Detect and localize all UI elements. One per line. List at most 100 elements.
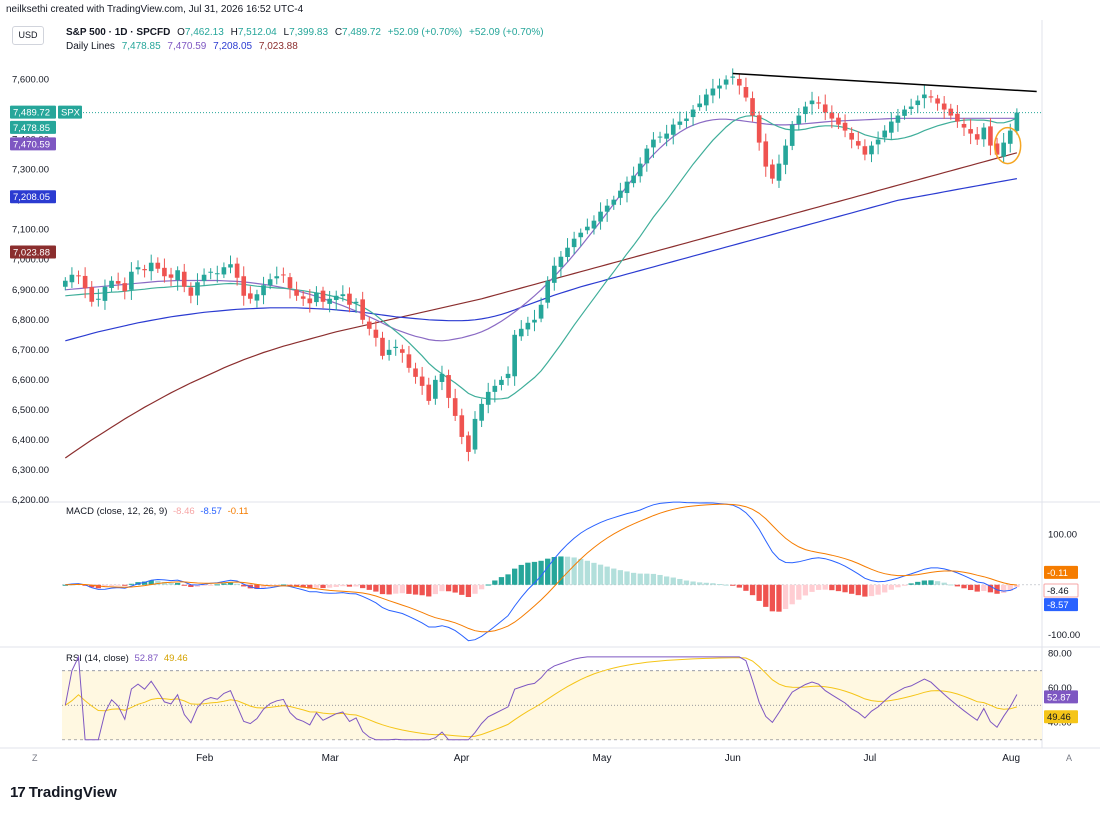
candle-body — [578, 232, 584, 238]
candle-body — [551, 265, 557, 283]
ma50-line — [65, 117, 1017, 342]
candle-body — [373, 329, 379, 338]
macd-histogram-bar — [782, 584, 789, 610]
candle-body — [816, 102, 821, 104]
macd-histogram-bar — [326, 584, 333, 588]
candle-body — [195, 282, 200, 296]
macd-histogram-bar — [194, 584, 201, 587]
macd-histogram-bar — [908, 583, 914, 585]
candle-body — [452, 398, 458, 416]
candle-body — [532, 319, 537, 323]
rsi-ma-value: 49.46 — [163, 653, 188, 664]
candle-body — [525, 322, 531, 330]
macd-histogram-bar — [815, 584, 822, 590]
candle-body — [809, 100, 815, 105]
candle-body — [307, 298, 313, 304]
candle-body — [869, 145, 874, 155]
rsi-tick-label: 80.00 — [1048, 648, 1072, 659]
macd-histogram-bar — [379, 584, 386, 595]
macd-histogram-bar — [478, 584, 485, 590]
time-axis-label: Feb — [196, 753, 214, 764]
candle-body — [908, 106, 914, 109]
candle-body — [353, 301, 359, 304]
ohlc-open: O7,462.13 — [177, 27, 224, 38]
rsi-line — [64, 655, 1018, 741]
macd-histogram-bar — [564, 556, 571, 585]
currency-button[interactable]: USD — [12, 26, 44, 45]
macd-histogram-bar — [148, 580, 154, 585]
price-label-ma200-bg — [10, 245, 56, 259]
macd-histogram-bar — [525, 562, 531, 585]
candle-body — [684, 118, 689, 121]
macd-histogram-bar — [703, 582, 709, 585]
candle-body — [670, 124, 676, 135]
macd-histogram-bar — [551, 557, 557, 585]
rsi-label[interactable]: RSI (14, close) — [66, 653, 129, 664]
macd-histogram-bar — [274, 584, 280, 586]
candle-body — [426, 384, 432, 401]
candle-body — [314, 292, 319, 303]
price-tick-label: 6,800.00 — [12, 315, 49, 326]
macd-line — [65, 501, 1018, 642]
candle-body — [505, 373, 511, 379]
candle-body — [585, 226, 590, 231]
daily-lines-label[interactable]: Daily Lines — [66, 41, 115, 52]
candle-body — [512, 334, 517, 377]
rsi-legend: RSI (14, close) 52.87 49.46 — [66, 653, 191, 664]
macd-histogram-bar — [333, 584, 339, 587]
candle-body — [518, 328, 524, 337]
candle-body — [419, 376, 425, 386]
candle-body — [591, 220, 597, 229]
candle-body — [261, 285, 266, 296]
auto-scale-icon[interactable]: A — [1066, 753, 1072, 763]
macd-histogram-bar — [518, 564, 524, 585]
symbol-header: S&P 500 · 1D · SPCFD O7,462.13 H7,512.04… — [66, 27, 548, 38]
price-change-2: +52.09 (+0.70%) — [469, 27, 544, 38]
macd-axis-tag-bg — [1044, 598, 1078, 612]
macd-histogram-bar — [987, 584, 994, 593]
macd-histogram-bar — [406, 584, 412, 594]
macd-histogram-bar — [62, 584, 68, 586]
candle-body — [281, 274, 286, 276]
macd-histogram-bar — [611, 568, 617, 585]
candle-body — [776, 163, 782, 181]
candle-body — [406, 354, 412, 368]
candle-body — [988, 126, 993, 146]
candle-body — [188, 287, 194, 296]
macd-histogram-bar — [102, 584, 108, 588]
tradingview-logo-text: TradingView — [28, 784, 117, 801]
macd-axis-tag-bg — [1044, 565, 1078, 579]
price-tick-label: 6,900.00 — [12, 285, 49, 296]
macd-histogram-bar — [141, 581, 148, 585]
macd-histogram-bar — [122, 584, 128, 586]
candle-body — [717, 85, 722, 89]
candle-body — [135, 267, 141, 270]
macd-histogram-bar — [128, 583, 135, 585]
price-label-last: 7,489.72 — [13, 108, 50, 119]
macd-histogram-bar — [716, 584, 723, 586]
candle-body — [637, 163, 643, 177]
candle-body — [320, 290, 326, 302]
zoom-reset-icon[interactable]: Z — [32, 753, 38, 763]
ma200-line — [64, 152, 1018, 459]
macd-histogram-bar — [862, 584, 868, 597]
macd-histogram-bar — [181, 584, 187, 586]
macd-histogram-bar — [901, 584, 908, 586]
macd-label[interactable]: MACD (close, 12, 26, 9) — [66, 506, 168, 517]
macd-histogram-bar — [505, 574, 511, 585]
candle-body — [446, 375, 451, 398]
macd-histogram-bar — [155, 580, 161, 585]
rsi-axis-tag-bg — [1044, 710, 1078, 724]
price-label-ma50: 7,470.59 — [13, 139, 50, 150]
candle-body — [1001, 142, 1006, 157]
macd-histogram-bar — [578, 558, 584, 585]
price-tick-label: 6,400.00 — [12, 435, 49, 446]
macd-line-value: -8.57 — [200, 506, 222, 517]
macd-histogram-bar — [769, 584, 776, 612]
candle-body — [571, 238, 577, 248]
symbol-title[interactable]: S&P 500 · 1D · SPCFD — [66, 27, 171, 38]
candle-body — [115, 281, 121, 284]
macd-histogram-bar — [921, 580, 928, 585]
